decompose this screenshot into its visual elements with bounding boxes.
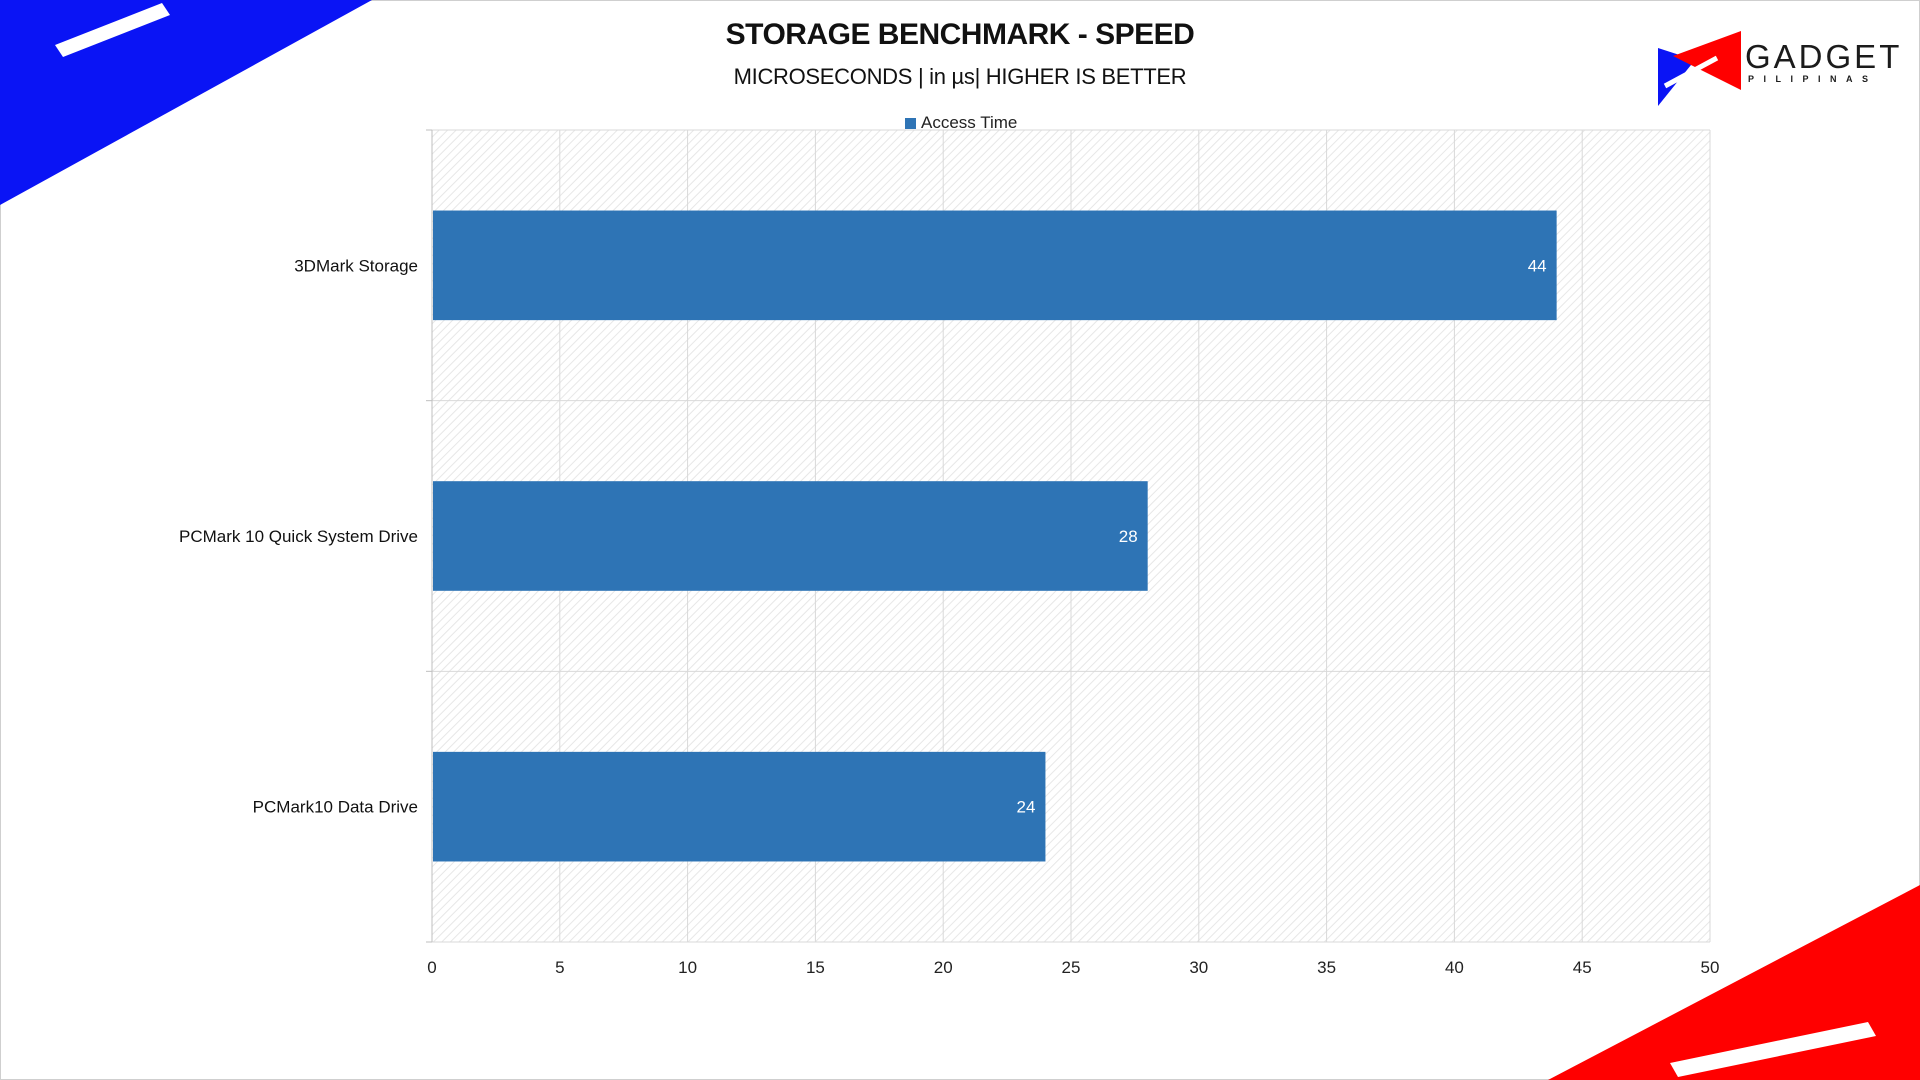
category-label: PCMark10 Data Drive bbox=[253, 798, 418, 817]
chart-subtitle: MICROSECONDS | in µs| HIGHER IS BETTER bbox=[733, 64, 1187, 89]
logo-slash bbox=[1663, 55, 1719, 89]
logo-red-shape bbox=[1673, 31, 1741, 90]
x-tick-label: 0 bbox=[427, 958, 436, 977]
x-tick-label: 10 bbox=[678, 958, 697, 977]
chart-title: STORAGE BENCHMARK - SPEED bbox=[725, 18, 1195, 51]
x-tick-label: 35 bbox=[1317, 958, 1336, 977]
x-tick-label: 30 bbox=[1189, 958, 1208, 977]
x-tick-label: 45 bbox=[1573, 958, 1592, 977]
legend-swatch-access-time bbox=[905, 117, 916, 129]
gadget-pilipinas-logo-icon bbox=[1658, 31, 1741, 106]
x-tick-label: 20 bbox=[934, 958, 953, 977]
logo-wordmark: GADGET bbox=[1745, 38, 1903, 75]
x-tick-label: 40 bbox=[1445, 958, 1464, 977]
bar-3dmark-storage bbox=[433, 210, 1557, 321]
legend-label-access-time: Access Time bbox=[921, 113, 1018, 132]
x-tick-label: 5 bbox=[555, 958, 564, 977]
x-tick-label: 25 bbox=[1062, 958, 1081, 977]
logo-tagline: PILIPINAS bbox=[1748, 74, 1878, 84]
category-label: 3DMark Storage bbox=[294, 256, 418, 275]
bar-value-label: 44 bbox=[1528, 256, 1547, 275]
blue-corner-stripe bbox=[0, 0, 372, 205]
blue-corner-highlight bbox=[55, 3, 170, 57]
red-corner-highlight bbox=[1670, 1022, 1876, 1077]
bar-value-label: 28 bbox=[1119, 527, 1138, 546]
x-tick-label: 15 bbox=[806, 958, 825, 977]
category-label: PCMark 10 Quick System Drive bbox=[179, 527, 418, 546]
bar-value-label: 24 bbox=[1017, 798, 1036, 817]
bar-pcmark10-data-drive bbox=[433, 751, 1046, 862]
x-tick-label: 50 bbox=[1701, 958, 1720, 977]
chart-legend: Access Time bbox=[905, 113, 1017, 133]
bar-pcmark-10-quick-system-drive bbox=[433, 481, 1148, 591]
